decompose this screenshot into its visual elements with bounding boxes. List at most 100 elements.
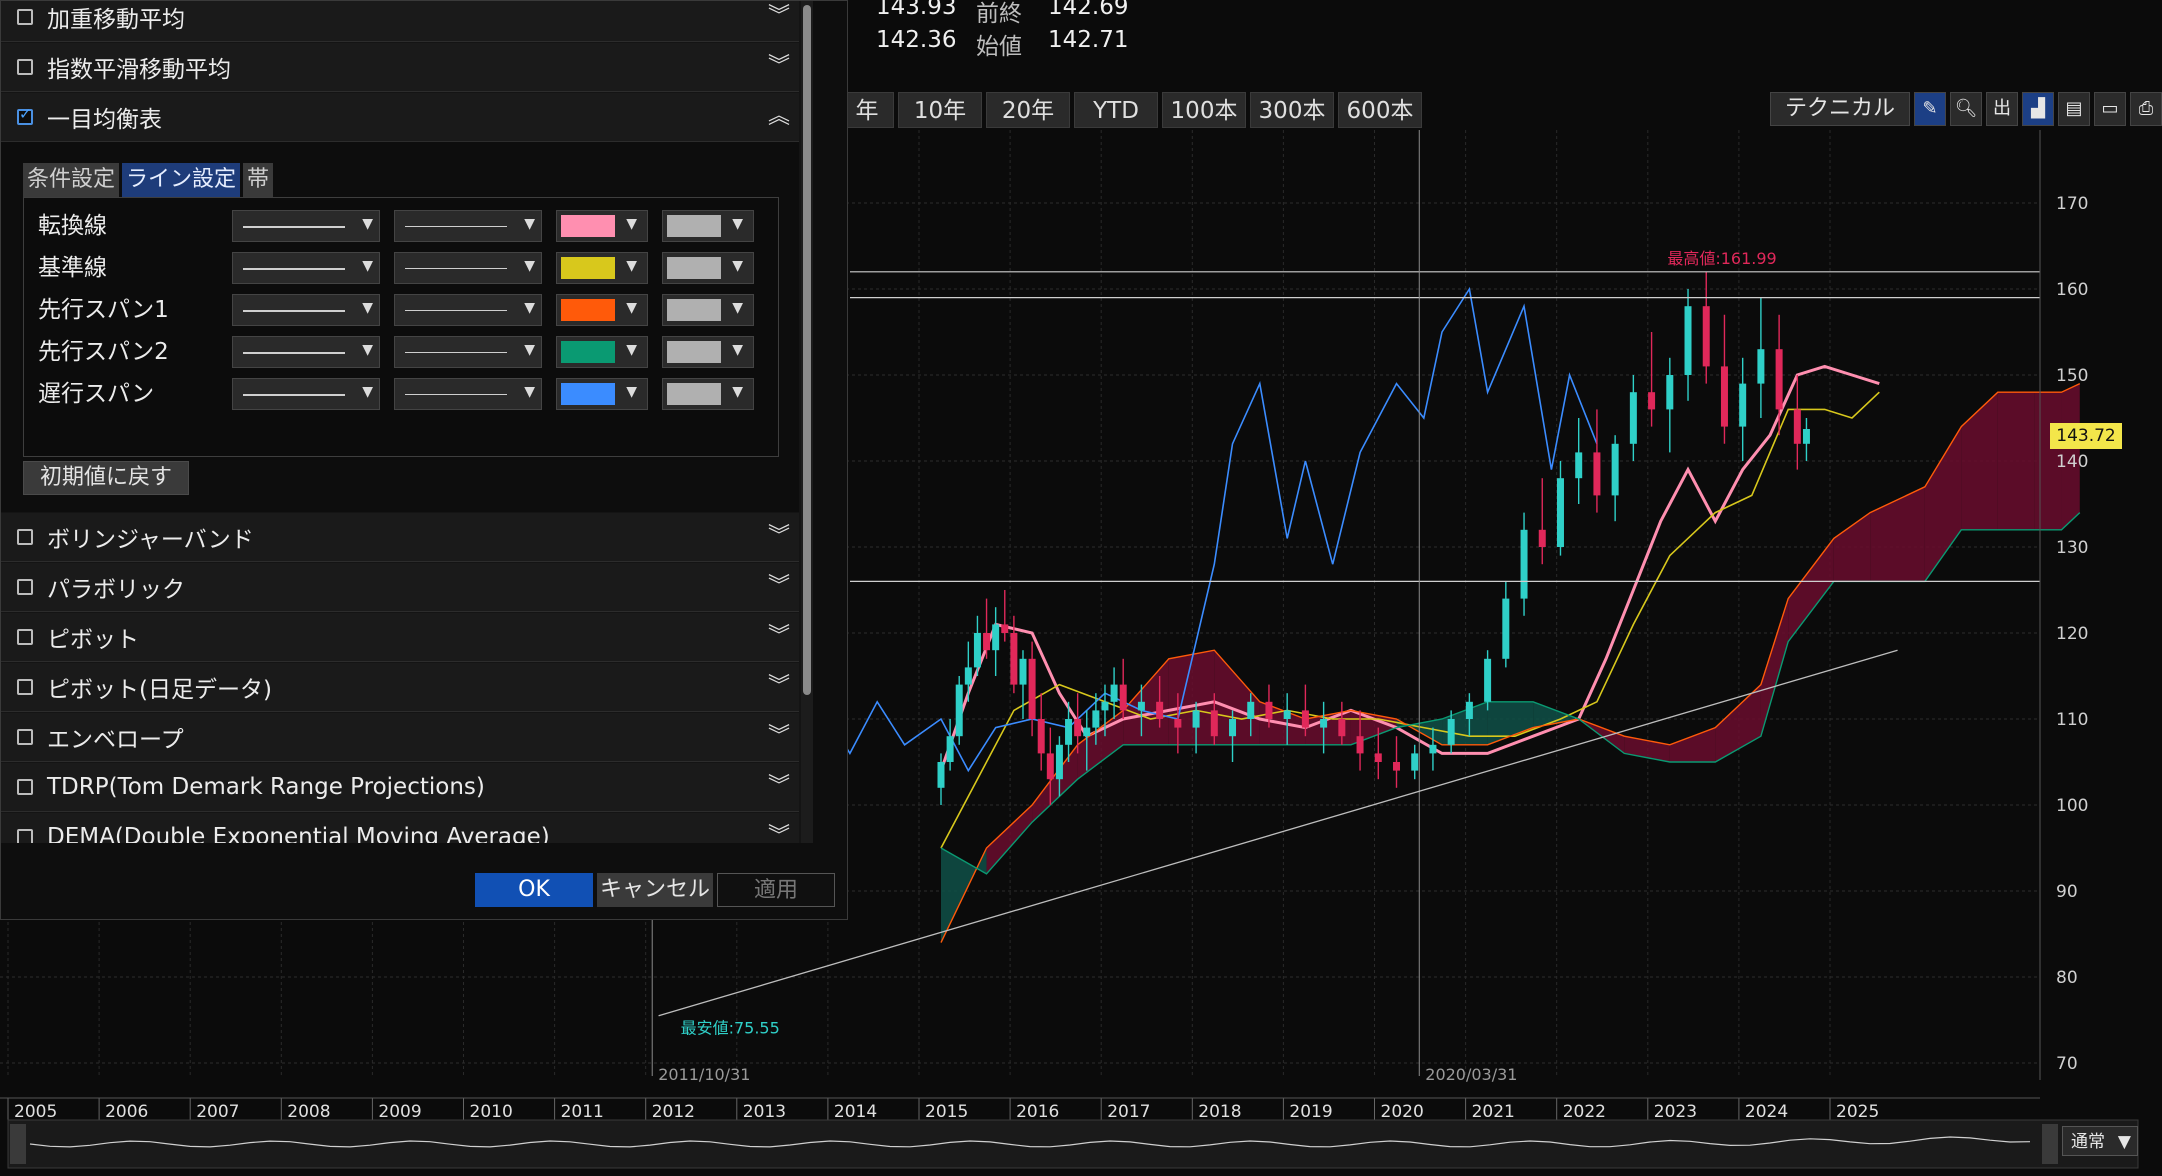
expand-chevron-icon[interactable]: ︾ — [767, 774, 790, 799]
output-icon[interactable]: 出 — [1986, 92, 2018, 126]
checkbox-ema[interactable] — [17, 59, 33, 75]
line-color-dropdown[interactable]: ▼ — [556, 378, 648, 410]
pencil-icon[interactable]: ✎ — [1914, 92, 1946, 126]
period-button-20y[interactable]: 20年 — [986, 92, 1070, 128]
y-tick-label: 80 — [2056, 968, 2078, 988]
technical-button[interactable]: テクニカル — [1769, 92, 1910, 126]
expand-chevron-icon[interactable]: ︾ — [767, 824, 790, 844]
line-style-dropdown[interactable]: ▼ — [232, 378, 380, 410]
cloud-segment — [1997, 392, 2035, 530]
y-tick-label: 120 — [2056, 624, 2088, 644]
chart-type-icon[interactable]: ▟ — [2022, 92, 2054, 126]
period-button-year[interactable]: 年 — [840, 92, 894, 128]
period-button-300[interactable]: 300本 — [1250, 92, 1334, 128]
period-button-600[interactable]: 600本 — [1338, 92, 1422, 128]
candle-body — [1320, 719, 1328, 728]
line-width-dropdown[interactable]: ▼ — [394, 378, 542, 410]
checkbox-ichimoku[interactable] — [17, 105, 33, 125]
indicator-label: ボリンジャーバンド — [47, 527, 254, 553]
zoom-icon[interactable]: 🔍︎ — [1950, 92, 1982, 126]
candle-body — [1119, 684, 1127, 711]
x-tick-label: 2007 — [196, 1102, 239, 1122]
checkbox-parabolic[interactable] — [17, 579, 33, 595]
checkbox-envelope[interactable] — [17, 729, 33, 745]
indicator-row-bollinger[interactable]: ボリンジャーバンド ︾ — [1, 513, 799, 562]
candle-body — [1538, 529, 1546, 547]
line-style-dropdown[interactable]: ▼ — [232, 336, 380, 368]
indicator-row-pivot-daily[interactable]: ピボット(日足データ) ︾ — [1, 663, 799, 712]
indicator-row-ichimoku[interactable]: 一目均衡表 ︽ — [1, 93, 799, 142]
expand-chevron-icon[interactable]: ︾ — [767, 624, 790, 649]
expand-chevron-icon[interactable]: ︾ — [767, 724, 790, 749]
checkbox-pivot-daily[interactable] — [17, 679, 33, 695]
low-annotation: 最安値:75.55 — [681, 1018, 780, 1037]
tab-band[interactable]: 帯 — [243, 163, 274, 197]
print-icon[interactable]: ⎙ — [2130, 92, 2162, 126]
y-tick-label: 140 — [2056, 452, 2088, 472]
cloud-segment — [1123, 658, 1169, 745]
x-tick-label: 2009 — [378, 1102, 421, 1122]
checkbox-bollinger[interactable] — [17, 529, 33, 545]
expand-chevron-icon[interactable]: ︾ — [767, 524, 790, 549]
indicator-row-wma[interactable]: 加重移動平均 ︾ — [1, 1, 799, 42]
period-button-100[interactable]: 100本 — [1162, 92, 1246, 128]
candle-body — [1074, 719, 1082, 737]
secondary-color-dropdown[interactable]: ▼ — [662, 294, 754, 326]
candle-body — [946, 736, 954, 762]
ok-button[interactable]: OK — [475, 873, 593, 907]
expand-chevron-icon[interactable]: ︾ — [767, 4, 790, 29]
checkbox-pivot[interactable] — [17, 629, 33, 645]
line-width-dropdown[interactable]: ▼ — [394, 294, 542, 326]
candle-body — [1793, 409, 1801, 444]
x-tick-label: 2016 — [1016, 1102, 1059, 1122]
checkbox-dema[interactable] — [17, 829, 33, 843]
candle-body — [1447, 719, 1455, 745]
line-width-dropdown[interactable]: ▼ — [394, 252, 542, 284]
candle-body — [1356, 736, 1364, 754]
secondary-color-dropdown[interactable]: ▼ — [662, 336, 754, 368]
cancel-button[interactable]: キャンセル — [597, 873, 713, 907]
secondary-color-dropdown[interactable]: ▼ — [662, 378, 754, 410]
indicator-row-dema[interactable]: DEMA(Double Exponential Moving Average) … — [1, 813, 799, 843]
line-width-dropdown[interactable]: ▼ — [394, 210, 542, 242]
apply-button[interactable]: 適用 — [717, 873, 835, 907]
candle-body — [1229, 719, 1237, 737]
folder-icon[interactable]: ▭ — [2094, 92, 2126, 126]
line-style-dropdown[interactable]: ▼ — [232, 252, 380, 284]
mode-selector[interactable]: 通常 ▼ — [2062, 1126, 2138, 1156]
indicator-row-pivot[interactable]: ピボット ︾ — [1, 613, 799, 662]
current-price-label: 143.72 — [2050, 423, 2122, 449]
indicator-row-envelope[interactable]: エンベロープ ︾ — [1, 713, 799, 762]
secondary-color-dropdown[interactable]: ▼ — [662, 210, 754, 242]
period-button-ytd[interactable]: YTD — [1074, 92, 1158, 128]
series-line — [939, 364, 1880, 772]
candle-body — [1775, 349, 1783, 410]
line-color-dropdown[interactable]: ▼ — [556, 294, 648, 326]
indicator-row-ema[interactable]: 指数平滑移動平均 ︾ — [1, 43, 799, 92]
checkbox-tdrp[interactable] — [17, 779, 33, 795]
expand-chevron-icon[interactable]: ︾ — [767, 574, 790, 599]
indicator-row-tdrp[interactable]: TDRP(Tom Demark Range Projections) ︾ — [1, 763, 799, 812]
checkbox-wma[interactable] — [17, 9, 33, 25]
line-color-dropdown[interactable]: ▼ — [556, 210, 648, 242]
collapse-chevron-icon[interactable]: ︽ — [767, 104, 790, 129]
save-icon[interactable]: ▤ — [2058, 92, 2090, 126]
trend-line — [658, 649, 1898, 1017]
line-color-dropdown[interactable]: ▼ — [556, 336, 648, 368]
tab-conditions[interactable]: 条件設定 — [23, 163, 120, 197]
line-color-dropdown[interactable]: ▼ — [556, 252, 648, 284]
expand-chevron-icon[interactable]: ︾ — [767, 54, 790, 79]
candle-body — [1110, 684, 1118, 702]
line-style-dropdown[interactable]: ▼ — [232, 294, 380, 326]
scrollbar-thumb[interactable] — [803, 5, 811, 695]
secondary-color-dropdown[interactable]: ▼ — [662, 252, 754, 284]
line-width-dropdown[interactable]: ▼ — [394, 336, 542, 368]
line-style-dropdown[interactable]: ▼ — [232, 210, 380, 242]
x-tick-label: 2025 — [1836, 1102, 1879, 1122]
reset-defaults-button[interactable]: 初期値に戻す — [23, 461, 190, 495]
candle-body — [1192, 710, 1200, 728]
tab-line-settings[interactable]: ライン設定 — [122, 163, 241, 197]
indicator-row-parabolic[interactable]: パラボリック ︾ — [1, 563, 799, 612]
expand-chevron-icon[interactable]: ︾ — [767, 674, 790, 699]
period-button-10y[interactable]: 10年 — [898, 92, 982, 128]
